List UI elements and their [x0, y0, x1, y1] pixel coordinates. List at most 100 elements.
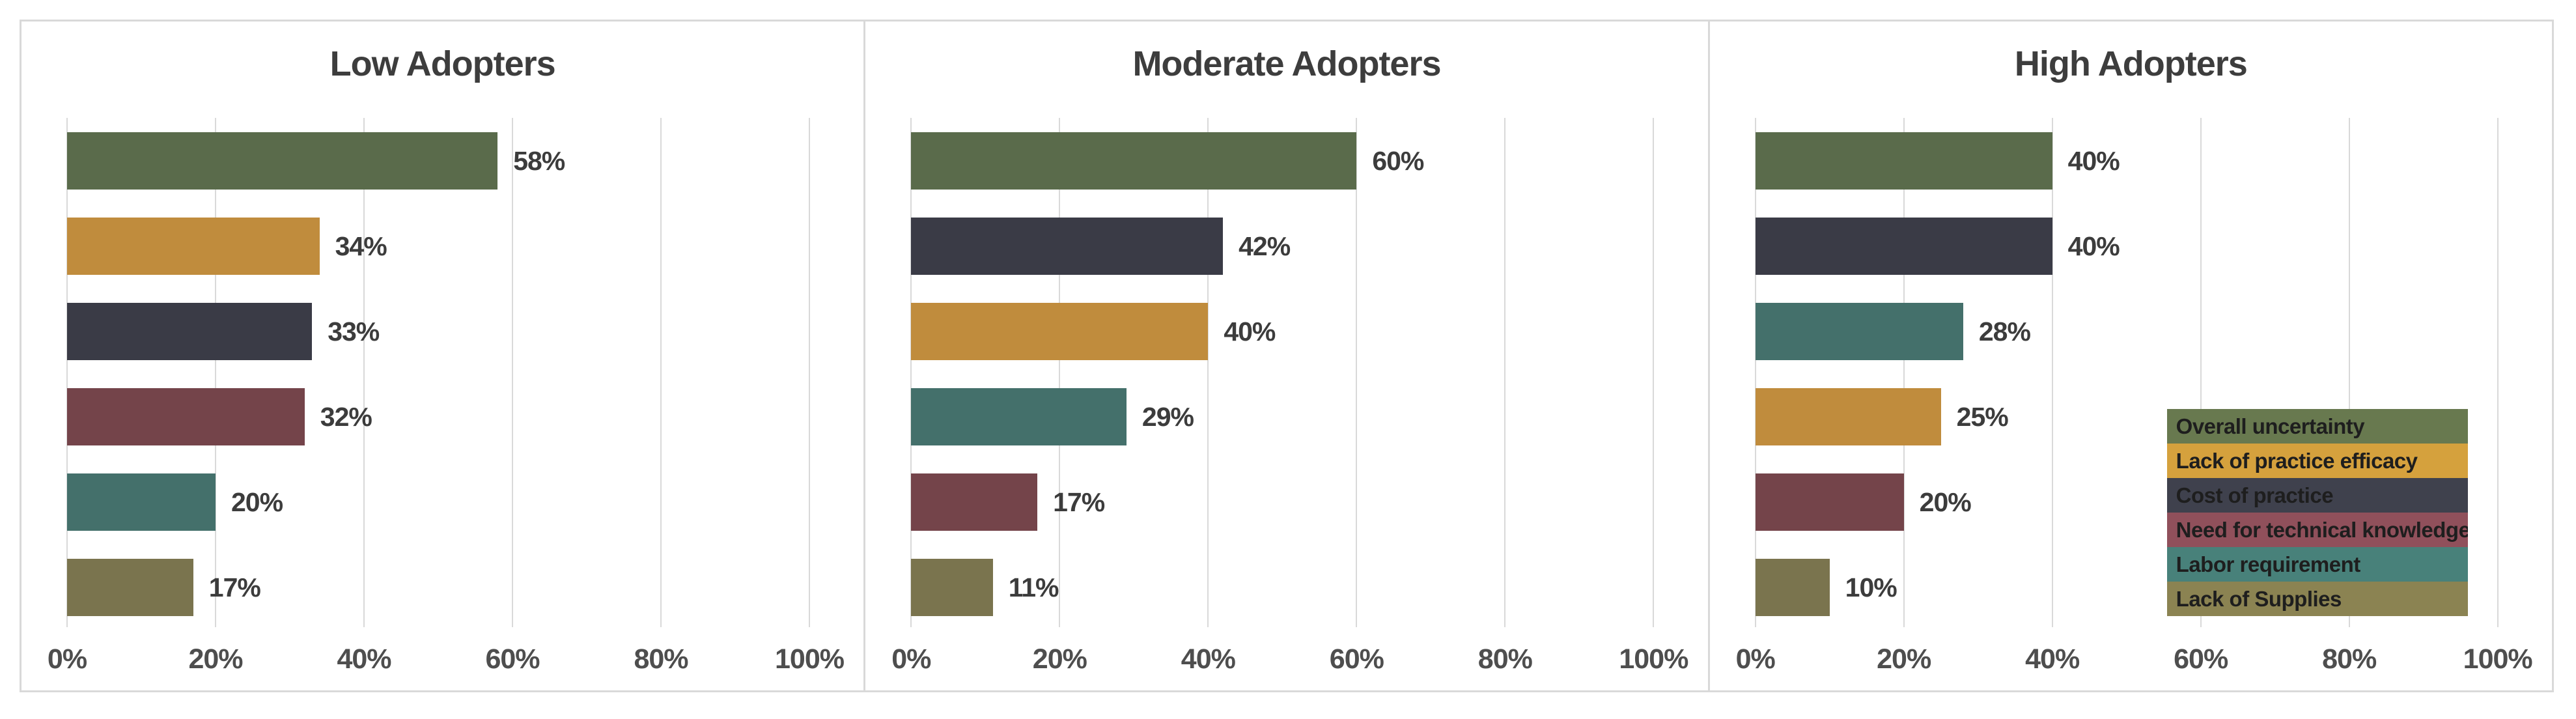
- bar: [67, 132, 498, 190]
- bar-value-label: 40%: [2067, 145, 2120, 176]
- gridline: [1653, 118, 1655, 627]
- x-tick-label: 20%: [1877, 643, 1931, 675]
- x-tick-label: 20%: [1032, 643, 1087, 675]
- bar-value-label: 28%: [1978, 316, 2031, 346]
- chart-panel-low-adopters: Low Adopters 58% 34% 33% 32% 20% 17% 0% 20% 40%…: [20, 20, 866, 692]
- chart-title: Low Adopters: [329, 44, 556, 83]
- bar: [67, 303, 313, 360]
- x-tick-label: 100%: [775, 643, 845, 675]
- bar: [911, 218, 1224, 275]
- bar-row: 11%: [911, 559, 1653, 616]
- x-tick-label: 80%: [2322, 643, 2377, 675]
- gridline: [2200, 118, 2202, 627]
- bar-value-label: 20%: [231, 486, 283, 517]
- gridline: [2497, 118, 2499, 627]
- bar-value-label: 40%: [2067, 231, 2120, 261]
- gridline: [1207, 118, 1209, 627]
- x-tick-label: 40%: [337, 643, 391, 675]
- gridline: [1504, 118, 1506, 627]
- bar-value-label: 11%: [1008, 572, 1059, 602]
- x-axis: 0% 20% 40% 60% 80% 100%: [891, 643, 1688, 683]
- bar: [911, 132, 1357, 190]
- legend: Overall uncertainty Lack of practice effi…: [2166, 409, 2468, 616]
- bar-row: 40%: [911, 303, 1653, 360]
- x-tick-label: 20%: [188, 643, 243, 675]
- bar-row: 29%: [911, 388, 1653, 445]
- bar-value-label: 34%: [335, 231, 387, 261]
- bar: [1755, 303, 1963, 360]
- bar-row: 34%: [67, 218, 809, 275]
- bar-row: 10%: [1755, 559, 2498, 616]
- bar: [911, 559, 993, 616]
- gridline: [2051, 118, 2053, 627]
- bar-value-label: 29%: [1141, 401, 1194, 432]
- bar: [67, 218, 320, 275]
- x-tick-label: 80%: [634, 643, 688, 675]
- bar: [1755, 388, 1941, 445]
- x-tick-label: 60%: [485, 643, 540, 675]
- gridline: [215, 118, 216, 627]
- x-tick-label: 100%: [2463, 643, 2533, 675]
- bar-row: 32%: [67, 388, 809, 445]
- x-tick-label: 40%: [2025, 643, 2080, 675]
- bar: [67, 559, 193, 616]
- bar: [67, 473, 216, 531]
- chart-panel-high-adopters: High Adopters Overall uncertainty Lack of…: [1707, 20, 2554, 692]
- bar: [67, 388, 305, 445]
- gridline: [363, 118, 365, 627]
- x-axis: 0% 20% 40% 60% 80% 100%: [1736, 643, 2533, 683]
- gridline: [66, 118, 68, 627]
- bar-row: 17%: [911, 473, 1653, 531]
- bar: [1755, 132, 2052, 190]
- bar: [1755, 473, 1904, 531]
- gridline: [660, 118, 662, 627]
- legend-item: Lack of Supplies: [2166, 582, 2468, 616]
- x-tick-label: 0%: [1735, 643, 1776, 675]
- plot-area: 60% 42% 40% 29% 17% 11%: [910, 118, 1655, 627]
- legend-item: Cost of practice: [2166, 478, 2468, 513]
- bar-value-label: 17%: [1053, 486, 1105, 517]
- bar-value-label: 20%: [1919, 486, 1972, 517]
- bar-value-label: 40%: [1224, 316, 1276, 346]
- x-axis: 0% 20% 40% 60% 80% 100%: [48, 643, 845, 683]
- plot-area: Overall uncertainty Lack of practice effi…: [1754, 118, 2499, 627]
- gridline: [1754, 118, 1756, 627]
- gridline: [512, 118, 513, 627]
- plot-area: 58% 34% 33% 32% 20% 17%: [66, 118, 810, 627]
- x-tick-label: 80%: [1477, 643, 1533, 675]
- bar-row: 28%: [1755, 303, 2498, 360]
- gridline: [1356, 118, 1358, 627]
- chart-panel-moderate-adopters: Moderate Adopters 60% 42% 40% 29% 17% 11% 0% 2…: [863, 20, 1710, 692]
- gridline: [2348, 118, 2350, 627]
- x-tick-label: 40%: [1181, 643, 1236, 675]
- bar-row: 42%: [911, 218, 1653, 275]
- x-tick-label: 60%: [1329, 643, 1384, 675]
- gridline: [1903, 118, 1905, 627]
- bar: [911, 388, 1127, 445]
- bar-value-label: 60%: [1372, 145, 1424, 176]
- bar-value-label: 42%: [1239, 231, 1291, 261]
- bar-value-label: 25%: [1956, 401, 2009, 432]
- x-tick-label: 100%: [1619, 643, 1688, 675]
- bar-row: 20%: [67, 473, 809, 531]
- legend-item: Need for technical knowledge: [2166, 513, 2468, 547]
- bar-row: 20%: [1755, 473, 2498, 531]
- gridline: [809, 118, 810, 627]
- bar-value-label: 58%: [513, 145, 565, 176]
- bar-value-label: 10%: [1845, 572, 1897, 602]
- bar-row: 40%: [1755, 132, 2498, 190]
- bar-value-label: 33%: [328, 316, 380, 346]
- legend-item: Overall uncertainty: [2166, 409, 2468, 444]
- x-tick-label: 60%: [2174, 643, 2228, 675]
- chart-title: High Adopters: [2014, 44, 2248, 83]
- x-tick-label: 0%: [891, 643, 931, 675]
- chart-panels-row: Low Adopters 58% 34% 33% 32% 20% 17% 0% 20% 40%…: [20, 20, 2554, 692]
- bar: [911, 303, 1209, 360]
- x-tick-label: 0%: [47, 643, 87, 675]
- bar-row: 58%: [67, 132, 809, 190]
- chart-title: Moderate Adopters: [1132, 44, 1441, 83]
- bar-row: 33%: [67, 303, 809, 360]
- bar: [911, 473, 1038, 531]
- bar-row: 25%: [1755, 388, 2498, 445]
